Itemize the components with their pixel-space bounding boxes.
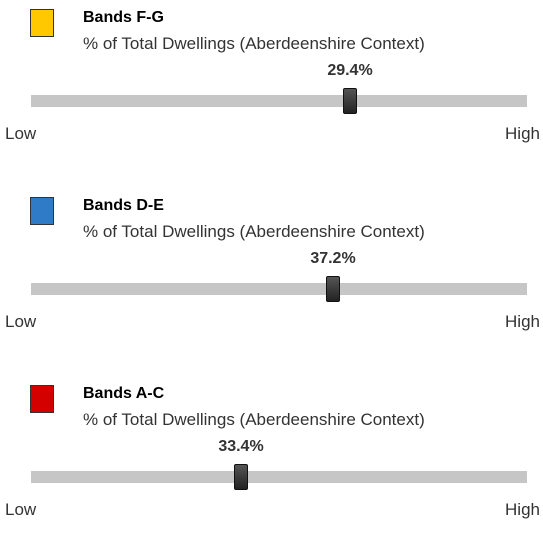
title: Bands A-C xyxy=(83,385,165,402)
title: Bands D-E xyxy=(83,197,164,214)
high-label: High xyxy=(505,124,540,143)
indicator: Bands F-G % of Total Dwellings (Aberdeen… xyxy=(0,0,543,160)
marker xyxy=(326,276,340,302)
subtitle: % of Total Dwellings (Aberdeenshire Cont… xyxy=(83,410,425,429)
marker xyxy=(343,88,357,114)
high-label: High xyxy=(505,312,540,331)
track xyxy=(31,95,527,107)
track xyxy=(31,471,527,483)
low-label: Low xyxy=(5,312,37,331)
marker xyxy=(234,464,248,490)
color-swatch xyxy=(30,197,54,225)
subtitle: % of Total Dwellings (Aberdeenshire Cont… xyxy=(83,34,425,53)
low-label: Low xyxy=(5,124,37,143)
indicator: Bands D-E % of Total Dwellings (Aberdeen… xyxy=(0,188,543,348)
high-label: High xyxy=(505,500,540,519)
indicator: Bands A-C % of Total Dwellings (Aberdeen… xyxy=(0,376,543,536)
track xyxy=(31,283,527,295)
page: {"items": [ {"title": "Bands F-G", "subt… xyxy=(0,0,543,519)
value-label: 33.4% xyxy=(218,438,264,455)
subtitle: % of Total Dwellings (Aberdeenshire Cont… xyxy=(83,222,425,241)
value-label: 37.2% xyxy=(310,250,356,267)
title: Bands F-G xyxy=(83,9,164,26)
color-swatch xyxy=(30,9,54,37)
value-label: 29.4% xyxy=(327,62,373,79)
low-label: Low xyxy=(5,500,37,519)
color-swatch xyxy=(30,385,54,413)
